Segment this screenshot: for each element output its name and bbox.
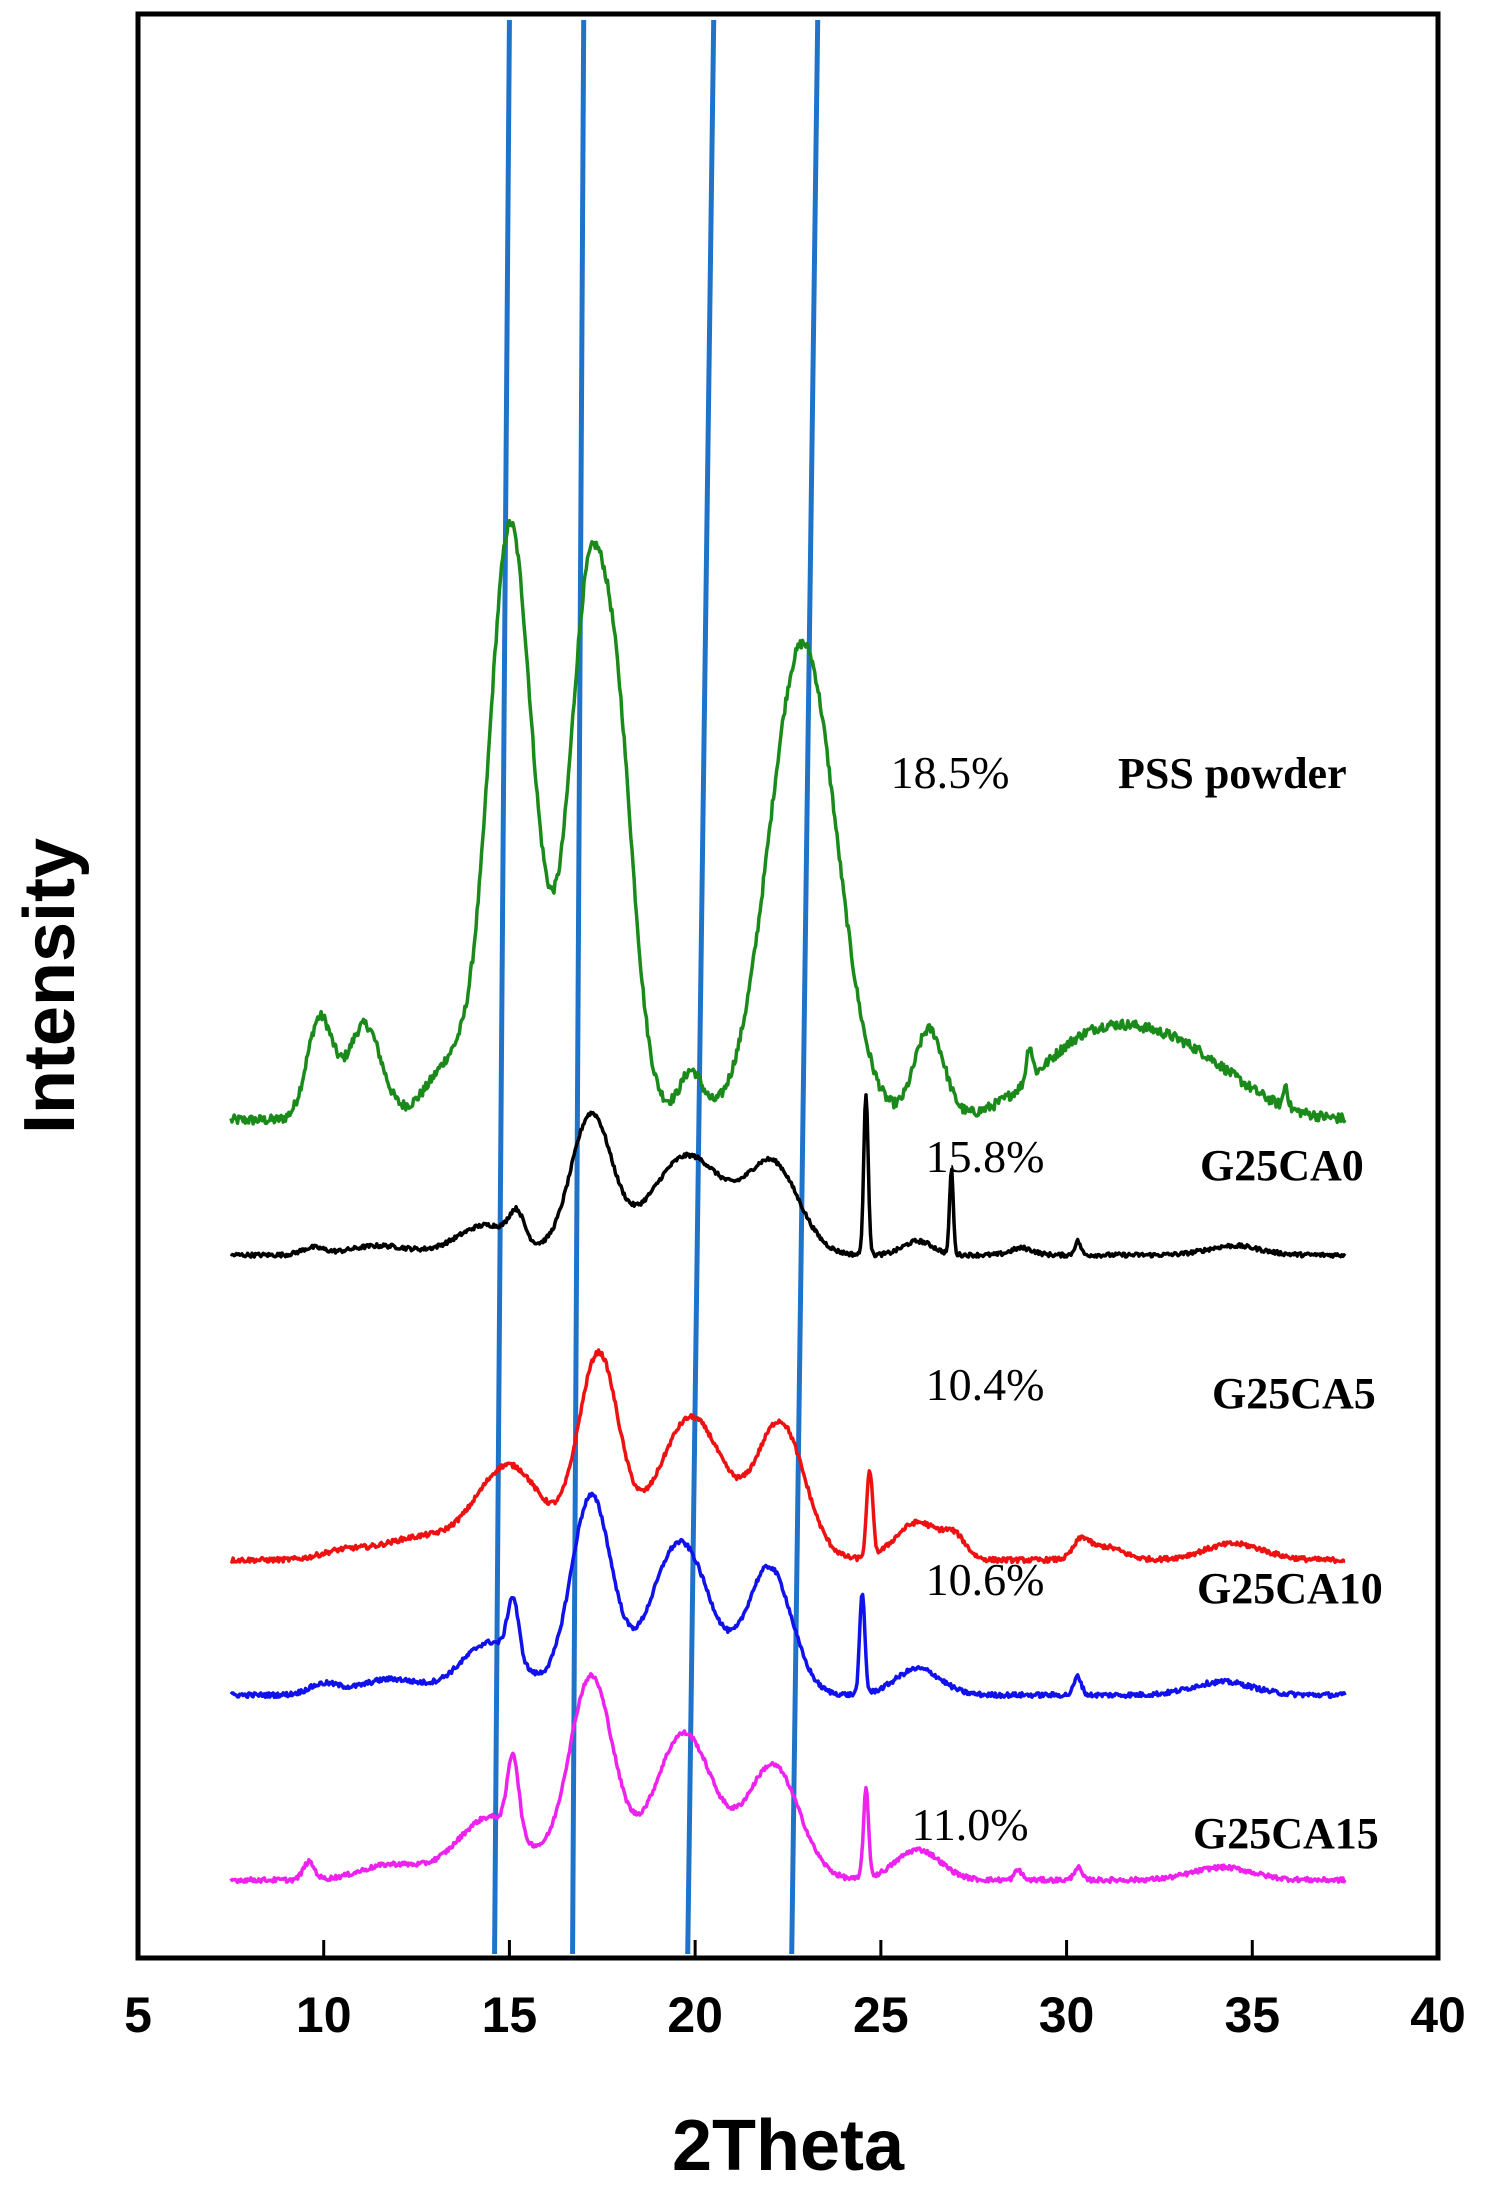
series-line-g25ca10 [229,1491,1347,1700]
series-name-label: G25CA10 [1197,1564,1383,1613]
crystallinity-label: 11.0% [911,1799,1028,1850]
crystallinity-label: 10.6% [926,1554,1045,1605]
x-axis-ticks: 5 10 15 20 25 30 35 40 [124,1940,1466,2043]
x-axis-title: 2Theta [672,2106,905,2186]
reference-line [492,19,512,1955]
reference-line [570,19,587,1955]
crystallinity-label: 10.4% [926,1359,1045,1410]
series-name-label: G25CA0 [1200,1141,1364,1190]
series-group [229,518,1347,1885]
series-name-label: G25CA15 [1193,1809,1379,1858]
series-line-g25ca5 [229,1348,1346,1565]
series-name-label: PSS powder [1118,749,1347,798]
x-tick-label: 35 [1224,1987,1280,2043]
series-name-label: G25CA5 [1212,1369,1376,1418]
plot-frame [135,11,1441,1961]
x-tick-label: 15 [482,1987,538,2043]
x-tick-label: 5 [124,1987,152,2043]
series-line-g25ca0 [229,1093,1347,1259]
reference-lines [492,19,821,1955]
x-tick-label: 30 [1039,1987,1095,2043]
crystallinity-label: 18.5% [891,747,1010,798]
x-tick-label: 40 [1410,1987,1466,2043]
series-line-g25ca15 [229,1672,1347,1885]
x-tick-label: 10 [296,1987,352,2043]
reference-line [789,19,821,1955]
crystallinity-label: 15.8% [926,1131,1045,1182]
x-tick-label: 20 [667,1987,723,2043]
x-tick-label: 25 [853,1987,909,2043]
y-axis-title: Intensity [10,838,90,1134]
reference-line [685,19,717,1955]
series-labels: 18.5% PSS powder 15.8% G25CA0 10.4% G25CA5 10.… [891,747,1383,1858]
series-line-pss-powder [229,518,1347,1126]
